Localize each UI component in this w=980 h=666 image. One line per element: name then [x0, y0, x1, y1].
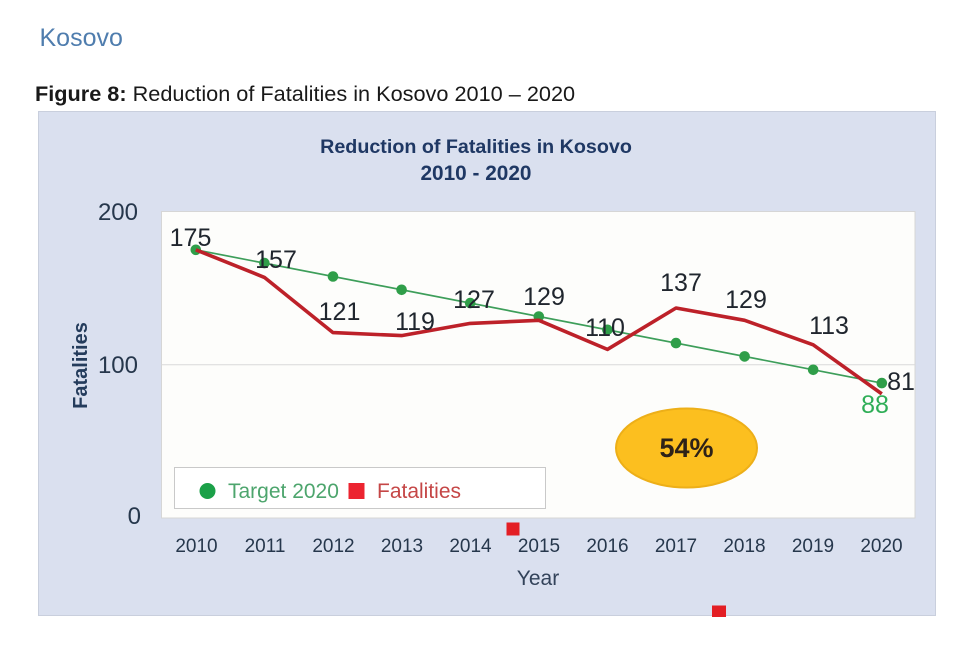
- svg-text:110: 110: [585, 314, 625, 342]
- svg-text:2011: 2011: [245, 536, 286, 557]
- svg-text:127: 127: [453, 286, 495, 314]
- svg-text:137: 137: [660, 269, 702, 297]
- svg-text:0: 0: [128, 503, 141, 530]
- svg-text:175: 175: [170, 224, 212, 252]
- svg-text:54%: 54%: [659, 433, 713, 463]
- svg-text:121: 121: [319, 298, 361, 326]
- svg-text:Fatalities: Fatalities: [377, 480, 461, 503]
- svg-text:113: 113: [809, 312, 849, 340]
- svg-text:129: 129: [523, 283, 565, 311]
- svg-text:Year: Year: [517, 567, 559, 590]
- svg-text:88: 88: [861, 391, 889, 419]
- svg-text:100: 100: [98, 352, 138, 379]
- svg-text:2010: 2010: [175, 536, 217, 557]
- svg-text:2010 - 2020: 2010 - 2020: [420, 162, 531, 185]
- svg-text:2016: 2016: [586, 536, 628, 557]
- svg-text:157: 157: [255, 246, 297, 274]
- svg-text:Kosovo: Kosovo: [40, 24, 123, 52]
- svg-text:Figure 8: Reduction of Fatalit: Figure 8: Reduction of Fatalities in Kos…: [35, 81, 575, 106]
- svg-text:200: 200: [98, 199, 138, 226]
- svg-text:129: 129: [725, 286, 767, 314]
- svg-text:2018: 2018: [723, 536, 765, 557]
- svg-text:Target 2020: Target 2020: [228, 480, 339, 503]
- svg-text:2014: 2014: [449, 536, 492, 557]
- svg-text:119: 119: [395, 308, 435, 336]
- svg-text:Fatalities: Fatalities: [70, 322, 92, 409]
- svg-text:2017: 2017: [655, 536, 697, 557]
- svg-text:2013: 2013: [381, 536, 423, 557]
- svg-text:Reduction of Fatalities in Kos: Reduction of Fatalities in Kosovo: [320, 136, 632, 158]
- svg-text:2015: 2015: [518, 536, 560, 557]
- svg-text:81: 81: [887, 368, 915, 396]
- svg-text:2020: 2020: [860, 536, 902, 557]
- svg-text:2019: 2019: [792, 536, 834, 557]
- svg-text:2012: 2012: [312, 536, 354, 557]
